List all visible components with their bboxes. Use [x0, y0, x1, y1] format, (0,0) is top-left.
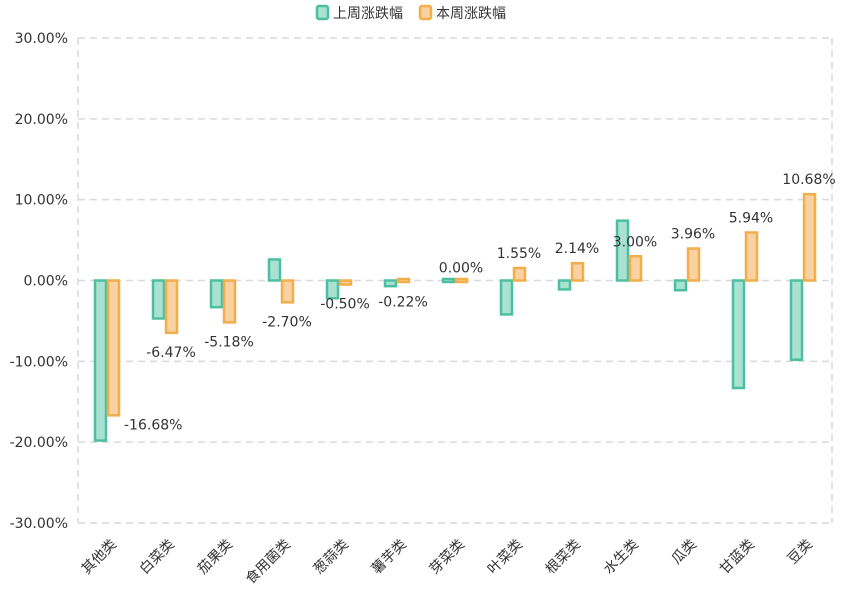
bar-last-week[interactable] [267, 258, 282, 282]
data-label: 5.94% [729, 210, 773, 226]
bar-this-week[interactable] [744, 231, 759, 282]
bar-this-week[interactable] [396, 277, 411, 284]
data-label: 3.00% [613, 234, 657, 250]
bar-last-week[interactable] [789, 279, 804, 361]
bar-this-week[interactable] [570, 261, 585, 282]
bar-last-week[interactable] [93, 279, 108, 442]
y-tick-label: -10.00% [10, 354, 68, 370]
legend-label: 本周涨跌幅 [436, 6, 506, 22]
x-category-label: 叶菜类 [485, 537, 526, 578]
data-label: -2.70% [262, 314, 312, 330]
data-label: -16.68% [124, 417, 182, 433]
legend-item-last-week[interactable]: 上周涨跌幅 [315, 4, 403, 22]
bar-last-week[interactable] [615, 219, 630, 282]
data-label: -0.22% [378, 294, 428, 310]
bar-last-week[interactable] [441, 277, 456, 284]
x-category-label: 芽菜类 [427, 537, 468, 578]
data-label: 0.00% [439, 261, 483, 277]
grid [77, 37, 833, 524]
x-category-label: 甘蓝类 [717, 537, 758, 578]
bar-this-week[interactable] [512, 266, 527, 282]
bar-last-week[interactable] [731, 279, 746, 390]
bars [93, 192, 817, 442]
bar-this-week[interactable] [686, 247, 701, 282]
bar-this-week[interactable] [280, 279, 295, 304]
data-label: 10.68% [782, 172, 835, 188]
bar-this-week[interactable] [802, 192, 817, 282]
bar-last-week[interactable] [557, 279, 572, 291]
bar-last-week[interactable] [151, 279, 166, 320]
x-axis-categories: 其他类 白菜类 茄果类 食用菌类 葱蒜类 薯芋类 芽菜类 叶菜类 根菜类 水生类 瓜类 甘蓝类 豆类 [79, 536, 816, 588]
data-labels: -16.68% -6.47% -5.18% -2.70% -0.50% -0.22% 0.0… [124, 172, 836, 433]
bar-this-week[interactable] [164, 279, 179, 335]
data-label: 3.96% [671, 226, 715, 242]
x-category-label: 葱蒜类 [311, 537, 352, 578]
bar-this-week[interactable] [222, 279, 237, 324]
y-tick-label: 0.00% [24, 274, 68, 290]
x-category-label: 白菜类 [137, 537, 178, 578]
x-category-label: 食用菌类 [242, 536, 294, 588]
x-category-label: 薯芋类 [369, 537, 410, 578]
data-label: 1.55% [497, 246, 541, 262]
bar-last-week[interactable] [325, 279, 340, 300]
legend-swatch [315, 4, 330, 21]
legend-item-this-week[interactable]: 本周涨跌幅 [418, 4, 506, 22]
data-label: -0.50% [320, 297, 370, 313]
x-category-label: 茄果类 [194, 536, 236, 578]
y-tick-label: 30.00% [15, 31, 68, 47]
data-label: -6.47% [146, 345, 196, 361]
data-label: 2.14% [555, 241, 599, 257]
legend-swatch [418, 4, 433, 21]
bar-last-week[interactable] [209, 279, 224, 309]
x-category-label: 其他类 [79, 537, 120, 578]
bar-this-week[interactable] [106, 279, 121, 417]
bar-this-week[interactable] [454, 277, 469, 284]
legend-label: 上周涨跌幅 [333, 6, 403, 22]
legend[interactable]: 上周涨跌幅 本周涨跌幅 [315, 4, 506, 22]
y-tick-label: 10.00% [15, 193, 68, 209]
x-category-label: 根菜类 [543, 537, 584, 578]
y-tick-label: 20.00% [15, 112, 68, 128]
x-category-label: 豆类 [785, 537, 816, 568]
bar-last-week[interactable] [673, 279, 688, 292]
bar-this-week[interactable] [338, 279, 353, 286]
bar-last-week[interactable] [499, 279, 514, 316]
x-category-label: 水生类 [601, 537, 642, 578]
bar-this-week[interactable] [628, 255, 643, 282]
x-category-label: 瓜类 [669, 537, 700, 568]
data-label: -5.18% [204, 334, 254, 350]
y-tick-label: -20.00% [10, 435, 68, 451]
y-tick-label: -30.00% [10, 516, 68, 532]
y-axis-ticks: 30.00% 20.00% 10.00% 0.00% -10.00% -20.00% -30… [10, 31, 68, 532]
bar-last-week[interactable] [383, 279, 398, 288]
